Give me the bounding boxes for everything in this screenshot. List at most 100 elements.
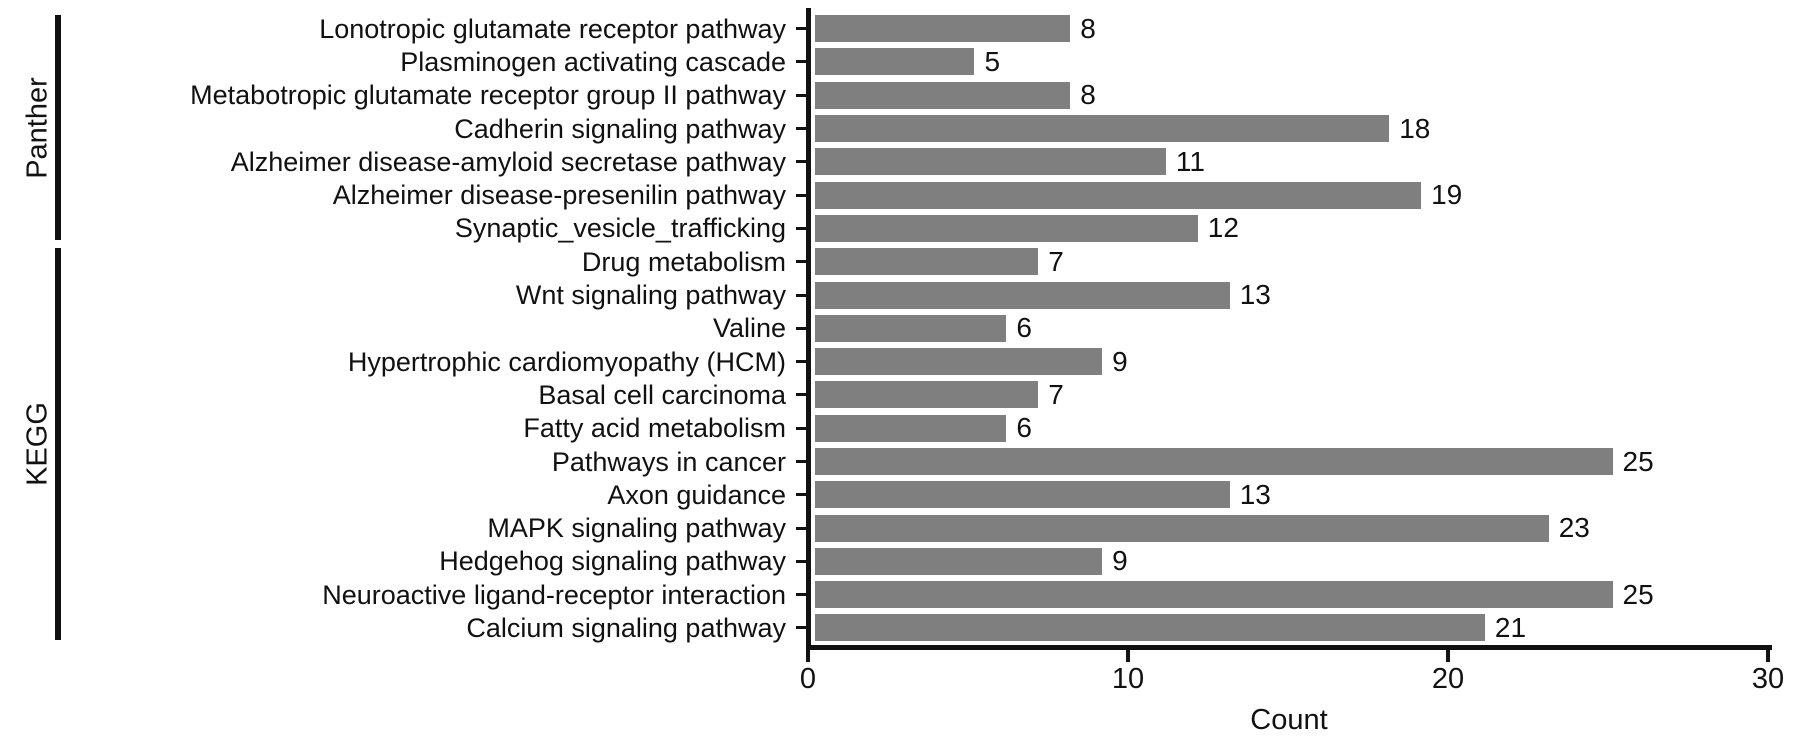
- bar-area: 5: [815, 45, 1772, 78]
- category-label: Cadherin signaling pathway: [454, 113, 786, 144]
- chart-rows: Lonotropic glutamate receptor pathway 8 …: [0, 12, 1795, 645]
- bar-area: 6: [815, 312, 1772, 345]
- bar: [815, 348, 1103, 376]
- chart-row: MAPK signaling pathway 23: [0, 511, 1795, 544]
- bar: [815, 48, 975, 76]
- bar-area: 9: [815, 545, 1772, 578]
- x-axis-tick: [1446, 650, 1450, 662]
- category-label: Plasminogen activating cascade: [400, 46, 786, 77]
- category-label: Neuroactive ligand-receptor interaction: [322, 579, 786, 610]
- bar-value-label: 7: [1048, 378, 1064, 410]
- category-tick-mark: [790, 578, 810, 611]
- chart-row: Axon guidance 13: [0, 478, 1795, 511]
- category-label: Hypertrophic cardiomyopathy (HCM): [347, 346, 786, 377]
- category-tick-mark: [790, 79, 810, 112]
- category-tick-mark: [790, 345, 810, 378]
- chart-row: Pathways in cancer 25: [0, 445, 1795, 478]
- bar-value-label: 21: [1494, 611, 1527, 643]
- chart-row: Wnt signaling pathway 13: [0, 278, 1795, 311]
- bar-area: 8: [815, 12, 1772, 45]
- x-axis-tick: [1766, 650, 1770, 662]
- bar-area: 21: [815, 611, 1772, 644]
- bar: [815, 148, 1166, 176]
- bar-area: 18: [815, 112, 1772, 145]
- category-tick-mark: [790, 378, 810, 411]
- bar-area: 6: [815, 412, 1772, 445]
- category-tick-mark: [790, 245, 810, 278]
- category-label: Hedgehog signaling pathway: [439, 546, 786, 577]
- category-label: Basal cell carcinoma: [538, 379, 786, 410]
- bar-area: 19: [815, 178, 1772, 211]
- bar: [815, 381, 1039, 409]
- category-label: Pathways in cancer: [551, 446, 786, 477]
- bar-value-label: 13: [1239, 279, 1271, 311]
- chart-row: Synaptic_vesicle_trafficking 12: [0, 212, 1795, 245]
- category-tick-mark: [790, 178, 810, 211]
- category-tick-mark: [790, 545, 810, 578]
- category-tick-mark: [790, 445, 810, 478]
- bar-value-label: 8: [1080, 12, 1096, 44]
- category-tick-mark: [790, 478, 810, 511]
- bar: [815, 81, 1071, 109]
- bar-area: 11: [815, 145, 1772, 178]
- category-tick-mark: [790, 412, 810, 445]
- category-label: Drug metabolism: [581, 246, 786, 277]
- bar-area: 13: [815, 278, 1772, 311]
- category-tick-mark: [790, 312, 810, 345]
- x-axis-tick-label: 0: [799, 663, 817, 695]
- bar-value-label: 6: [1016, 412, 1032, 444]
- bar-value-label: 25: [1622, 445, 1654, 477]
- bar: [815, 214, 1198, 242]
- x-axis-title: Count: [1250, 704, 1328, 736]
- bar-value-label: 13: [1239, 478, 1271, 510]
- bar-value-label: 23: [1558, 512, 1590, 544]
- bar: [815, 614, 1485, 642]
- bar: [815, 281, 1230, 309]
- category-tick-mark: [790, 112, 810, 145]
- chart-row: Fatty acid metabolism 6: [0, 412, 1795, 445]
- category-label: Lonotropic glutamate receptor pathway: [319, 13, 786, 44]
- bar-value-label: 11: [1175, 145, 1205, 177]
- y-axis-line: [806, 8, 811, 650]
- bar: [815, 414, 1007, 442]
- bar-value-label: 9: [1112, 345, 1128, 377]
- x-axis-line: [806, 645, 1772, 650]
- bar-area: 13: [815, 478, 1772, 511]
- x-axis-tick: [806, 650, 810, 662]
- category-tick-mark: [790, 278, 810, 311]
- bar-value-label: 7: [1048, 245, 1064, 277]
- bar-area: 9: [815, 345, 1772, 378]
- bar-area: 25: [815, 578, 1772, 611]
- category-label: Synaptic_vesicle_trafficking: [454, 213, 786, 244]
- category-label: Wnt signaling pathway: [515, 280, 786, 311]
- bar-value-label: 5: [984, 45, 1001, 77]
- category-label: Alzheimer disease-amyloid secretase path…: [230, 146, 786, 177]
- bar-area: 12: [815, 212, 1772, 245]
- x-axis-tick-label: 30: [1751, 663, 1785, 695]
- chart-row: Drug metabolism 7: [0, 245, 1795, 278]
- chart-row: Calcium signaling pathway 21: [0, 611, 1795, 644]
- bar-value-label: 8: [1080, 79, 1096, 111]
- chart-row: Neuroactive ligand-receptor interaction …: [0, 578, 1795, 611]
- category-label: Axon guidance: [607, 479, 786, 510]
- bar: [815, 248, 1039, 276]
- bar-value-label: 25: [1622, 578, 1654, 610]
- category-label: Metabotropic glutamate receptor group II…: [190, 80, 786, 111]
- bar: [815, 115, 1390, 143]
- bar: [815, 581, 1613, 609]
- chart-row: Basal cell carcinoma 7: [0, 378, 1795, 411]
- category-tick-mark: [790, 511, 810, 544]
- category-label: Calcium signaling pathway: [466, 612, 786, 643]
- bar-area: 7: [815, 378, 1772, 411]
- category-label: Valine: [712, 313, 786, 344]
- x-axis-tick-label: 20: [1431, 663, 1465, 695]
- category-label: MAPK signaling pathway: [487, 513, 786, 544]
- bar: [815, 448, 1613, 475]
- bar-value-label: 18: [1399, 112, 1431, 144]
- x-axis-tick: [1126, 650, 1130, 662]
- chart-row: Cadherin signaling pathway 18: [0, 112, 1795, 145]
- bar-area: 25: [815, 445, 1772, 478]
- bar-area: 23: [815, 511, 1772, 544]
- category-tick-mark: [790, 12, 810, 45]
